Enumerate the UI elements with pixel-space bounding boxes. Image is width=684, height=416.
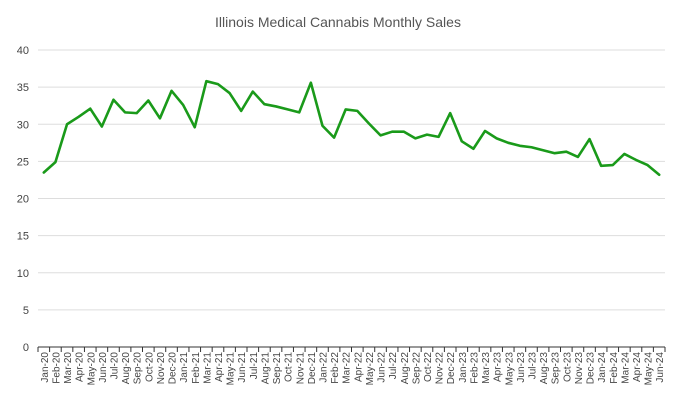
y-tick-label: 30 bbox=[17, 119, 29, 131]
y-tick-label: 20 bbox=[17, 194, 29, 206]
x-tick-label: Nov-23 bbox=[574, 352, 585, 385]
x-tick-label: Aug-21 bbox=[260, 352, 271, 385]
x-tick-label: Oct-21 bbox=[284, 352, 295, 382]
x-tick-label: Apr-21 bbox=[214, 352, 225, 382]
x-tick-label: May-20 bbox=[86, 352, 97, 386]
x-tick-label: May-24 bbox=[644, 352, 655, 386]
x-tick-label: Sep-22 bbox=[411, 352, 422, 385]
x-tick-label: Jul-21 bbox=[249, 352, 260, 380]
x-tick-label: Feb-23 bbox=[469, 352, 480, 384]
x-tick-label: Apr-20 bbox=[75, 352, 86, 382]
x-tick-label: Jul-22 bbox=[388, 352, 399, 380]
x-tick-label: Mar-20 bbox=[63, 352, 74, 384]
y-tick-label: 35 bbox=[17, 82, 29, 94]
x-tick-label: Jun-23 bbox=[516, 352, 527, 383]
x-tick-label: Nov-20 bbox=[156, 352, 167, 385]
gridlines bbox=[38, 49, 665, 311]
x-tick-label: Nov-21 bbox=[295, 352, 306, 385]
x-tick-label: Oct-22 bbox=[423, 352, 434, 382]
x-tick-label: Apr-22 bbox=[353, 352, 364, 382]
chart-title: Illinois Medical Cannabis Monthly Sales bbox=[215, 14, 461, 30]
y-tick-label: 15 bbox=[17, 231, 29, 243]
y-tick-label: 25 bbox=[17, 156, 29, 168]
x-tick-label: Feb-22 bbox=[330, 352, 341, 384]
x-tick-label: Feb-20 bbox=[51, 352, 62, 384]
x-tick-label: Aug-20 bbox=[121, 352, 132, 385]
x-tick-label: Aug-23 bbox=[539, 352, 550, 385]
x-tick-label: Jul-20 bbox=[109, 352, 120, 380]
x-tick-label: Mar-23 bbox=[481, 352, 492, 384]
x-tick-label: May-23 bbox=[504, 352, 515, 386]
x-tick-label: Jan-21 bbox=[179, 352, 190, 383]
x-tick-label: Jun-22 bbox=[377, 352, 388, 383]
x-tick-label: Dec-20 bbox=[168, 352, 179, 385]
x-tick-label: Apr-23 bbox=[493, 352, 504, 382]
series-line bbox=[42, 79, 661, 177]
x-tick-label: Sep-20 bbox=[133, 352, 144, 385]
x-tick-label: Mar-24 bbox=[620, 352, 631, 384]
y-axis-tick-labels: 0 5 10 15 20 25 30 35 40 bbox=[17, 45, 29, 354]
x-tick-label: Dec-23 bbox=[586, 352, 597, 385]
x-tick-label: Jan-20 bbox=[40, 352, 51, 383]
x-tick-label: Jan-24 bbox=[597, 352, 608, 383]
x-tick-label: Oct-23 bbox=[562, 352, 573, 382]
x-tick-label: Jan-22 bbox=[318, 352, 329, 383]
x-tick-label: Mar-21 bbox=[202, 352, 213, 384]
y-tick-label: 0 bbox=[23, 342, 29, 354]
x-tick-label: Nov-22 bbox=[435, 352, 446, 385]
x-tick-label: Sep-23 bbox=[551, 352, 562, 385]
x-tick-label: Dec-21 bbox=[307, 352, 318, 385]
x-tick-label: May-21 bbox=[226, 352, 237, 386]
x-tick-label: Jun-21 bbox=[237, 352, 248, 383]
x-tick-label: May-22 bbox=[365, 352, 376, 386]
x-axis: Jan-20 Feb-20 Mar-20 Apr-20 May-20 Jun-20 Jul-… bbox=[37, 346, 666, 386]
x-tick-label: Mar-22 bbox=[342, 352, 353, 384]
y-tick-label: 40 bbox=[17, 45, 29, 57]
x-tick-label: Sep-21 bbox=[272, 352, 283, 385]
x-tick-label: Oct-20 bbox=[144, 352, 155, 382]
x-tick-label: Jun-24 bbox=[655, 352, 666, 383]
y-tick-label: 10 bbox=[17, 268, 29, 280]
x-tick-label: Feb-21 bbox=[191, 352, 202, 384]
x-tick-label: Jul-23 bbox=[527, 352, 538, 380]
x-tick-label: Dec-22 bbox=[446, 352, 457, 385]
x-tick-label: Jan-23 bbox=[458, 352, 469, 383]
x-tick-label: Feb-24 bbox=[609, 352, 620, 384]
x-tick-label: Jun-20 bbox=[98, 352, 109, 383]
series-line-group bbox=[42, 79, 661, 177]
x-tick-label: Apr-24 bbox=[632, 352, 643, 382]
y-tick-label: 5 bbox=[23, 305, 29, 317]
x-tick-label: Aug-22 bbox=[400, 352, 411, 385]
